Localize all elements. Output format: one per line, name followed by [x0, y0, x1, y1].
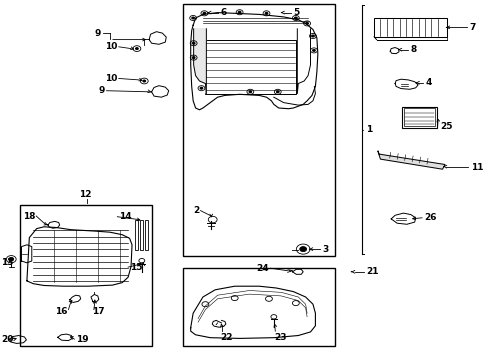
- Circle shape: [192, 18, 193, 19]
- Circle shape: [265, 13, 266, 14]
- Polygon shape: [377, 151, 444, 169]
- Text: 24: 24: [256, 264, 268, 273]
- Text: 1: 1: [365, 125, 371, 134]
- Circle shape: [10, 258, 13, 260]
- Bar: [183, 4, 334, 256]
- Circle shape: [135, 48, 138, 50]
- Circle shape: [192, 42, 195, 44]
- Circle shape: [312, 36, 313, 37]
- Text: 17: 17: [92, 307, 104, 315]
- Text: 23: 23: [273, 333, 286, 342]
- Circle shape: [200, 87, 203, 89]
- Text: 6: 6: [220, 8, 226, 17]
- Text: 21: 21: [365, 267, 378, 276]
- Circle shape: [203, 13, 204, 14]
- Circle shape: [192, 43, 194, 44]
- Circle shape: [305, 23, 307, 24]
- Text: 14: 14: [119, 212, 132, 221]
- Circle shape: [136, 48, 138, 49]
- Circle shape: [311, 35, 314, 37]
- Bar: [401, 107, 436, 128]
- Text: 10: 10: [105, 74, 117, 83]
- Polygon shape: [193, 29, 206, 94]
- Circle shape: [191, 17, 194, 19]
- Circle shape: [305, 22, 308, 24]
- Text: 3: 3: [322, 245, 328, 253]
- Circle shape: [295, 18, 296, 19]
- Text: 20: 20: [1, 335, 14, 343]
- Bar: [135, 220, 138, 250]
- Text: 25: 25: [439, 122, 452, 131]
- Text: 13: 13: [1, 258, 14, 267]
- Circle shape: [192, 57, 195, 59]
- Circle shape: [248, 91, 251, 93]
- Text: 16: 16: [55, 307, 67, 315]
- Bar: [404, 108, 434, 126]
- Text: 10: 10: [105, 42, 117, 51]
- Bar: [144, 220, 148, 250]
- Text: 18: 18: [22, 212, 35, 220]
- Text: 9: 9: [99, 86, 105, 95]
- Circle shape: [200, 88, 202, 89]
- Circle shape: [313, 50, 314, 51]
- Circle shape: [294, 17, 297, 19]
- Text: 12: 12: [79, 190, 92, 199]
- Text: 19: 19: [76, 335, 88, 343]
- Bar: [205, 40, 295, 94]
- Text: 4: 4: [425, 78, 431, 87]
- Text: 9: 9: [95, 29, 101, 38]
- Circle shape: [301, 248, 305, 251]
- Circle shape: [276, 91, 278, 93]
- Text: 15: 15: [130, 263, 142, 272]
- Circle shape: [9, 257, 14, 261]
- Circle shape: [276, 91, 279, 93]
- Circle shape: [192, 57, 194, 58]
- Text: 26: 26: [424, 213, 436, 222]
- Text: 7: 7: [468, 23, 475, 32]
- Bar: [20, 205, 151, 346]
- Circle shape: [203, 12, 205, 14]
- Circle shape: [312, 49, 315, 51]
- Circle shape: [238, 12, 240, 13]
- Circle shape: [299, 247, 306, 252]
- Circle shape: [249, 91, 251, 93]
- Text: 2: 2: [193, 206, 199, 215]
- Circle shape: [142, 80, 145, 82]
- Circle shape: [238, 11, 241, 13]
- Text: 11: 11: [470, 163, 483, 172]
- Text: 22: 22: [220, 333, 232, 342]
- Bar: [373, 18, 447, 37]
- Bar: [140, 220, 143, 250]
- Text: 5: 5: [293, 8, 299, 17]
- Circle shape: [264, 12, 267, 14]
- Text: 8: 8: [410, 45, 416, 54]
- Bar: [183, 268, 334, 346]
- Circle shape: [143, 81, 144, 82]
